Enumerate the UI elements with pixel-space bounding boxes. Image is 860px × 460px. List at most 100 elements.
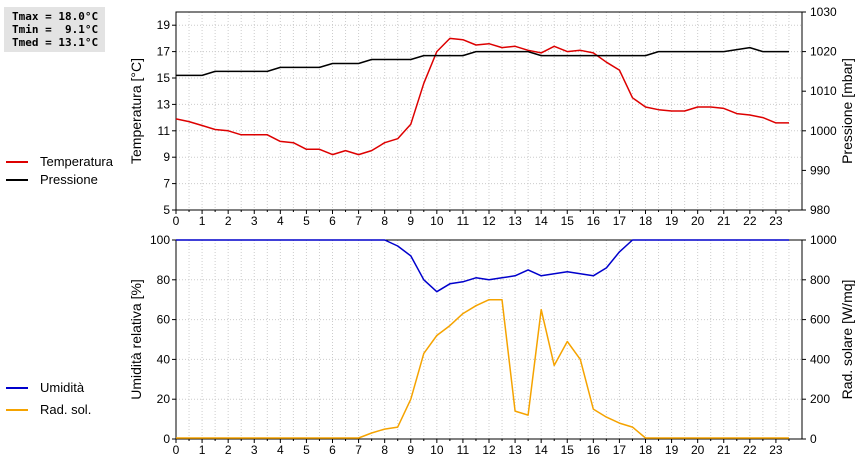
x-tick-label: 10 (430, 443, 444, 457)
legend-item-pressione: Pressione (6, 172, 98, 187)
legend-label-rad-sol: Rad. sol. (40, 402, 92, 417)
x-tick-label: 21 (717, 214, 731, 228)
x-tick-label: 17 (613, 214, 627, 228)
chart-top: 0 1 2 3 4 5 6 7 8 9 10 11 12 13 14 15 16 17 18 19 20 21 22 2357… (128, 5, 855, 228)
y-left-tick-label: 17 (157, 45, 171, 59)
x-tick-label: 19 (665, 214, 679, 228)
y-right-tick-label: 600 (810, 313, 830, 327)
y-left-tick-label: 5 (163, 203, 170, 217)
y-right-tick-label: 800 (810, 273, 830, 287)
x-tick-label: 15 (561, 214, 575, 228)
x-tick-label: 17 (613, 443, 627, 457)
x-tick-label: 0 (173, 443, 180, 457)
y-left-tick-label: 100 (150, 233, 170, 247)
legend-swatch-rad-sol (6, 408, 28, 411)
x-tick-label: 20 (691, 443, 705, 457)
series-line-rad-sol (176, 298, 789, 439)
y-left-tick-label: 15 (157, 71, 171, 85)
x-tick-label: 13 (508, 443, 522, 457)
x-tick-label: 22 (743, 214, 757, 228)
x-tick-label: 19 (665, 443, 679, 457)
x-tick-label: 18 (639, 443, 653, 457)
x-tick-label: 13 (508, 214, 522, 228)
stat-tmed: Tmed = 13.1°C (12, 36, 99, 49)
y-right-tick-label: 1000 (810, 233, 837, 247)
legend-label-pressione: Pressione (40, 172, 98, 187)
x-tick-label: 16 (587, 443, 601, 457)
x-tick-label: 22 (743, 443, 757, 457)
x-tick-label: 12 (482, 443, 496, 457)
y-left-tick-label: 11 (158, 124, 171, 138)
y-left-tick-label: 0 (163, 432, 170, 446)
y-left-axis-title: Temperatura [°C] (128, 58, 144, 164)
y-left-tick-label: 7 (163, 177, 170, 191)
x-tick-label: 16 (587, 214, 601, 228)
x-tick-label: 9 (407, 214, 414, 228)
y-left-tick-label: 9 (163, 150, 170, 164)
x-tick-label: 5 (303, 214, 310, 228)
x-tick-label: 5 (303, 443, 310, 457)
legend-swatch-umidita (6, 386, 28, 389)
y-right-tick-label: 980 (810, 203, 830, 217)
x-tick-label: 11 (457, 214, 470, 228)
series-line-temperatura (175, 37, 789, 156)
x-tick-label: 18 (639, 214, 653, 228)
x-tick-label: 10 (430, 214, 444, 228)
legend-swatch-pressione (6, 178, 28, 181)
y-left-tick-label: 13 (157, 97, 171, 111)
y-right-tick-label: 1010 (810, 84, 837, 98)
x-tick-label: 12 (482, 214, 496, 228)
x-tick-label: 2 (225, 214, 232, 228)
y-left-axis-title: Umidità relativa [%] (128, 279, 144, 400)
x-tick-label: 14 (534, 443, 548, 457)
legend-label-umidita: Umidità (40, 380, 85, 395)
x-tick-label: 7 (355, 214, 362, 228)
y-right-tick-label: 1000 (810, 124, 837, 138)
x-tick-label: 6 (329, 214, 336, 228)
legend-item-rad-sol: Rad. sol. (6, 402, 91, 417)
stats-box: Tmax = 18.0°C Tmin = 9.1°C Tmed = 13.1°C (4, 7, 105, 52)
x-tick-label: 23 (769, 443, 783, 457)
x-tick-label: 15 (561, 443, 575, 457)
x-tick-label: 23 (769, 214, 783, 228)
x-tick-label: 2 (225, 443, 232, 457)
legend-item-temperatura: Temperatura (6, 154, 113, 169)
y-left-tick-label: 20 (157, 392, 171, 406)
x-tick-label: 1 (199, 443, 206, 457)
x-tick-label: 4 (277, 214, 284, 228)
y-right-tick-label: 1020 (810, 45, 837, 59)
x-tick-label: 20 (691, 214, 705, 228)
stat-tmin: Tmin = 9.1°C (12, 23, 99, 36)
chart-bottom: 0 1 2 3 4 5 6 7 8 9 10 11 12 13 14 15 16 17 18 19 20 21 22 2302… (128, 233, 855, 457)
x-tick-label: 9 (407, 443, 414, 457)
x-tick-label: 3 (251, 443, 258, 457)
legend-item-umidita: Umidità (6, 380, 84, 395)
y-right-axis-title: Rad. solare [W/mq] (839, 280, 855, 400)
x-tick-label: 6 (329, 443, 336, 457)
y-left-tick-label: 60 (157, 313, 171, 327)
y-right-tick-label: 990 (810, 163, 830, 177)
x-tick-label: 11 (457, 443, 470, 457)
legend-swatch-temperatura (6, 160, 28, 163)
x-tick-label: 3 (251, 214, 258, 228)
series-line-pressione (176, 46, 789, 77)
x-tick-label: 0 (173, 214, 180, 228)
x-tick-label: 8 (381, 443, 388, 457)
x-tick-label: 14 (534, 214, 548, 228)
x-tick-label: 4 (277, 443, 284, 457)
series-line-umidit (176, 239, 789, 293)
legend-label-temperatura: Temperatura (40, 154, 113, 169)
y-left-tick-label: 40 (157, 352, 171, 366)
x-tick-label: 21 (717, 443, 731, 457)
stat-tmax: Tmax = 18.0°C (12, 10, 99, 23)
x-tick-label: 7 (355, 443, 362, 457)
y-right-axis-title: Pressione [mbar] (839, 58, 855, 164)
y-left-tick-label: 80 (157, 273, 171, 287)
y-right-tick-label: 400 (810, 352, 830, 366)
y-right-tick-label: 200 (810, 392, 830, 406)
x-tick-label: 8 (381, 214, 388, 228)
y-left-tick-label: 19 (157, 18, 171, 32)
x-tick-label: 1 (199, 214, 206, 228)
y-right-tick-label: 1030 (810, 5, 837, 19)
